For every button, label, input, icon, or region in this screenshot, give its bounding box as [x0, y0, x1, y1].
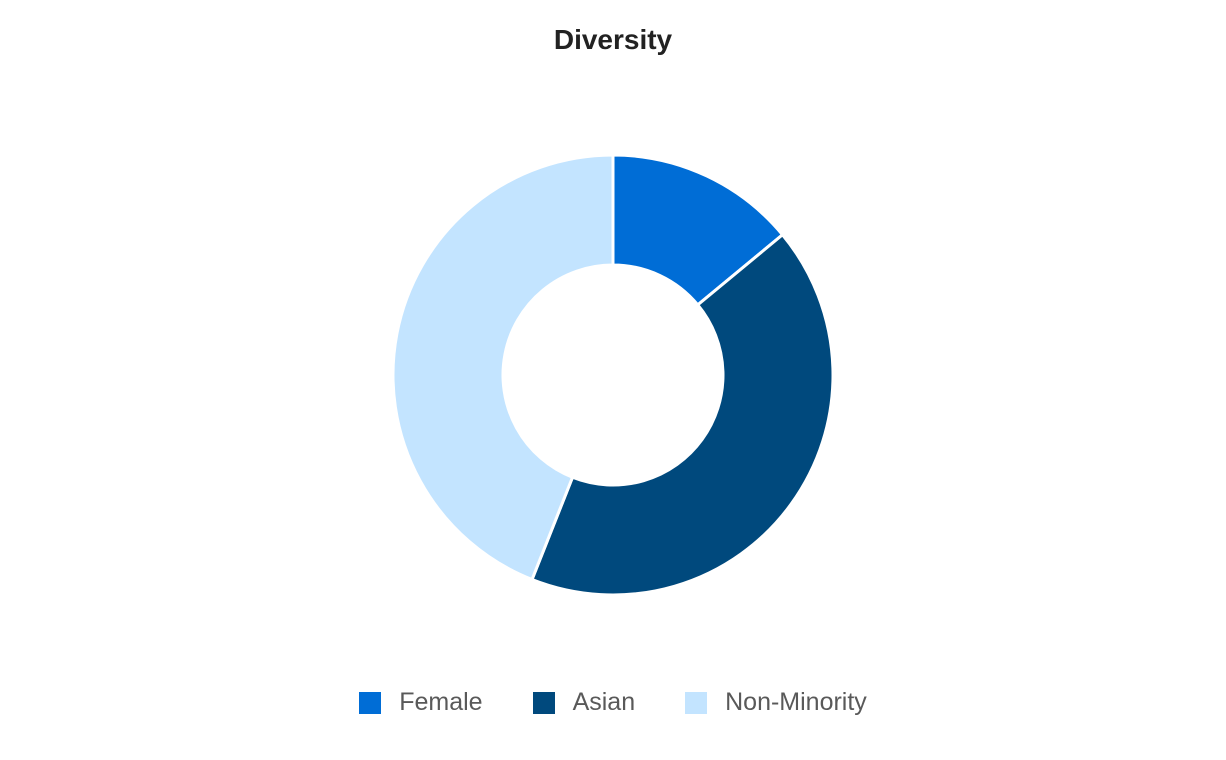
chart-title: Diversity: [553, 24, 673, 55]
donut-slices: [391, 153, 835, 597]
donut-chart: [391, 153, 835, 597]
donut-slice-non-minority[interactable]: [391, 153, 615, 582]
legend-swatch-asian: [532, 691, 555, 714]
donut-slice-asian[interactable]: [530, 232, 835, 597]
legend-item-female[interactable]: Female: [359, 688, 483, 717]
legend-label-asian: Asian: [572, 688, 636, 716]
legend-label-female: Female: [399, 688, 483, 716]
legend-label-non-minority: Non-Minority: [725, 688, 867, 716]
legend: Female Asian Non-Minority: [0, 688, 1226, 717]
legend-item-asian[interactable]: Asian: [532, 688, 636, 717]
legend-item-non-minority[interactable]: Non-Minority: [685, 688, 867, 717]
legend-swatch-non-minority: [685, 691, 708, 714]
legend-swatch-female: [359, 691, 382, 714]
